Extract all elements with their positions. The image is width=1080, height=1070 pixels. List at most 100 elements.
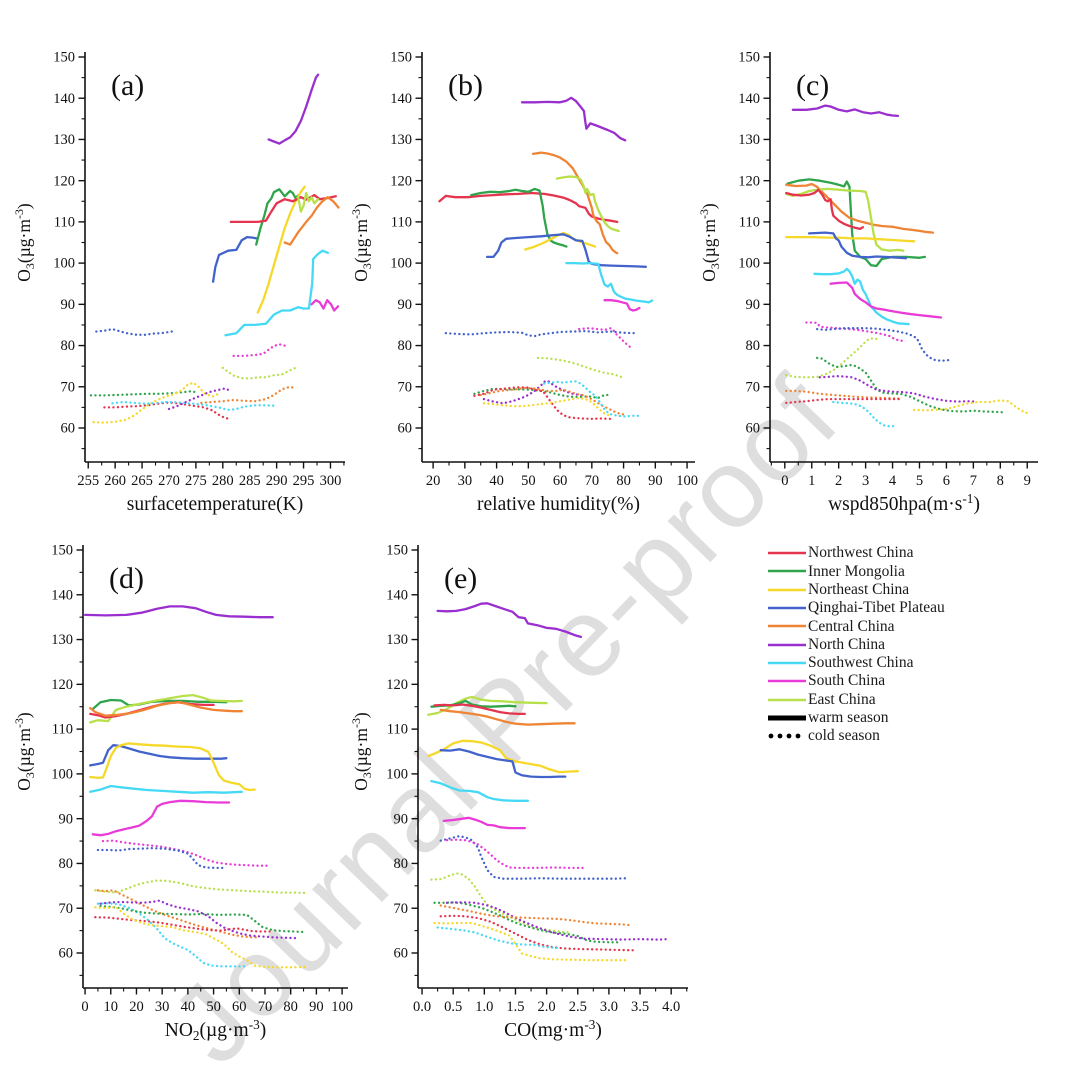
curve-north-warm (520, 96, 627, 142)
x-tick-label: 280 (212, 473, 234, 489)
curve-north-cold (445, 901, 670, 941)
x-tick-label: 70 (585, 473, 600, 489)
curve-south-warm (442, 816, 526, 830)
curve-east-warm (785, 187, 905, 252)
curve-north-warm (83, 605, 274, 619)
curve-southwest-cold (436, 926, 561, 950)
legend-dot (777, 733, 783, 739)
y-tick-label: 140 (51, 587, 73, 603)
y-tick-label: 100 (386, 766, 408, 782)
curve-central-warm (283, 196, 340, 246)
curve-southwest-warm (813, 267, 910, 326)
y-tick-label: 140 (53, 91, 75, 107)
x-tick-label: 285 (239, 473, 261, 489)
curve-northeast-cold (94, 905, 308, 969)
panel-letter: (d) (109, 562, 144, 595)
curve-central-cold (200, 385, 297, 405)
y-tick-label: 70 (61, 379, 76, 395)
x-tick-label: 90 (309, 999, 324, 1015)
x-tick-label: 300 (320, 473, 342, 489)
x-tick-label: 0.0 (413, 999, 431, 1015)
y-tick-label: 90 (59, 811, 74, 827)
y-tick-label: 130 (738, 132, 760, 148)
curve-southwest-cold (96, 902, 249, 968)
x-tick-label: 80 (616, 473, 631, 489)
x-tick-label: 7 (970, 473, 977, 489)
y-tick-label: 70 (398, 379, 413, 395)
legend-item-warm-season: warm season (766, 709, 945, 727)
legend-item-cold-season-swatch (768, 733, 801, 739)
curve-inner-mongolia-cold (815, 356, 1005, 414)
curve-south-cold (577, 327, 632, 348)
y-tick-label: 70 (746, 379, 761, 395)
curve-southwest-warm (565, 261, 654, 304)
y-tick-label: 120 (386, 677, 408, 693)
curve-south-cold (805, 321, 908, 343)
curve-south-warm (829, 281, 943, 319)
x-tick-label: 0.5 (444, 999, 462, 1015)
curve-inner-mongolia-cold (473, 387, 613, 400)
curve-inner-mongolia-warm (255, 188, 300, 246)
curve-east-cold (536, 356, 625, 380)
curve-northwest-warm (785, 188, 865, 231)
y-tick-label: 70 (394, 901, 409, 917)
curve-northwest-cold (785, 397, 902, 405)
curve-northwest-cold (473, 386, 613, 421)
curve-east-cold (785, 336, 881, 379)
curve-southwest-warm (224, 249, 329, 337)
curve-south-cold (232, 343, 286, 358)
curve-northeast-warm (256, 185, 306, 314)
legend-item-south-label: South China (808, 672, 886, 690)
x-tick-label: 255 (77, 473, 99, 489)
x-tick-label: 9 (1024, 473, 1031, 489)
y-tick-label: 80 (394, 856, 409, 872)
curve-north-cold (167, 387, 233, 411)
y-tick-label: 140 (390, 91, 412, 107)
curve-central-cold (785, 389, 902, 400)
curve-northeast-cold (433, 921, 629, 962)
y-tick-label: 120 (53, 173, 75, 189)
legend-item-qinghai-tibet-label: Qinghai-Tibet Plateau (808, 599, 945, 617)
curve-qinghai-tibet-cold (815, 327, 953, 362)
y-tick-label: 90 (61, 297, 76, 313)
legend-item-northwest-swatch (768, 551, 806, 555)
x-tick-label: 0 (81, 999, 88, 1015)
curve-north-warm (791, 104, 900, 118)
legend-item-north-swatch (768, 643, 806, 646)
y-tick-label: 140 (738, 91, 760, 107)
curve-northeast-warm (427, 739, 579, 774)
curve-inner-mongolia-cold (433, 901, 623, 944)
y-tick-label: 70 (59, 901, 74, 917)
curve-south-warm (310, 299, 340, 312)
y-tick-label: 150 (53, 50, 75, 66)
curve-east-cold (94, 879, 308, 895)
legend-item-southwest: Southwest China (766, 654, 945, 672)
x-tick-label: 2 (835, 473, 842, 489)
curve-central-cold (439, 904, 632, 927)
legend-item-northeast: Northeast China (766, 581, 945, 599)
y-tick-label: 90 (746, 297, 761, 313)
curve-qinghai-tibet-warm (807, 231, 908, 260)
curve-central-cold (479, 386, 628, 416)
legend-item-warm-season-label: warm season (808, 709, 889, 727)
y-tick-label: 120 (390, 173, 412, 189)
curve-inner-mongolia-cold (99, 904, 305, 934)
y-tick-label: 90 (394, 811, 409, 827)
legend-item-north-label: North China (808, 635, 886, 653)
x-tick-label: 50 (206, 999, 221, 1015)
panel-b: 60 70 80 90 100 110 120 130 140 150 20 30 40 50 60 70 80… (349, 50, 698, 515)
x-tick-label: 3 (862, 473, 869, 489)
y-tick-label: 80 (746, 338, 761, 354)
curve-qinghai-tibet-cold (95, 327, 176, 336)
curve-southwest-warm (89, 784, 243, 794)
x-tick-label: 275 (185, 473, 207, 489)
legend-item-central: Central China (766, 617, 945, 635)
legend-item-cold-season-label: cold season (808, 727, 880, 745)
curve-north-cold (482, 379, 587, 405)
legend-item-southwest-label: Southwest China (808, 654, 914, 672)
y-tick-label: 100 (738, 256, 760, 272)
x-axis-label: relative humidity(%) (477, 494, 640, 515)
y-tick-label: 100 (51, 766, 73, 782)
x-tick-label: 100 (676, 473, 698, 489)
